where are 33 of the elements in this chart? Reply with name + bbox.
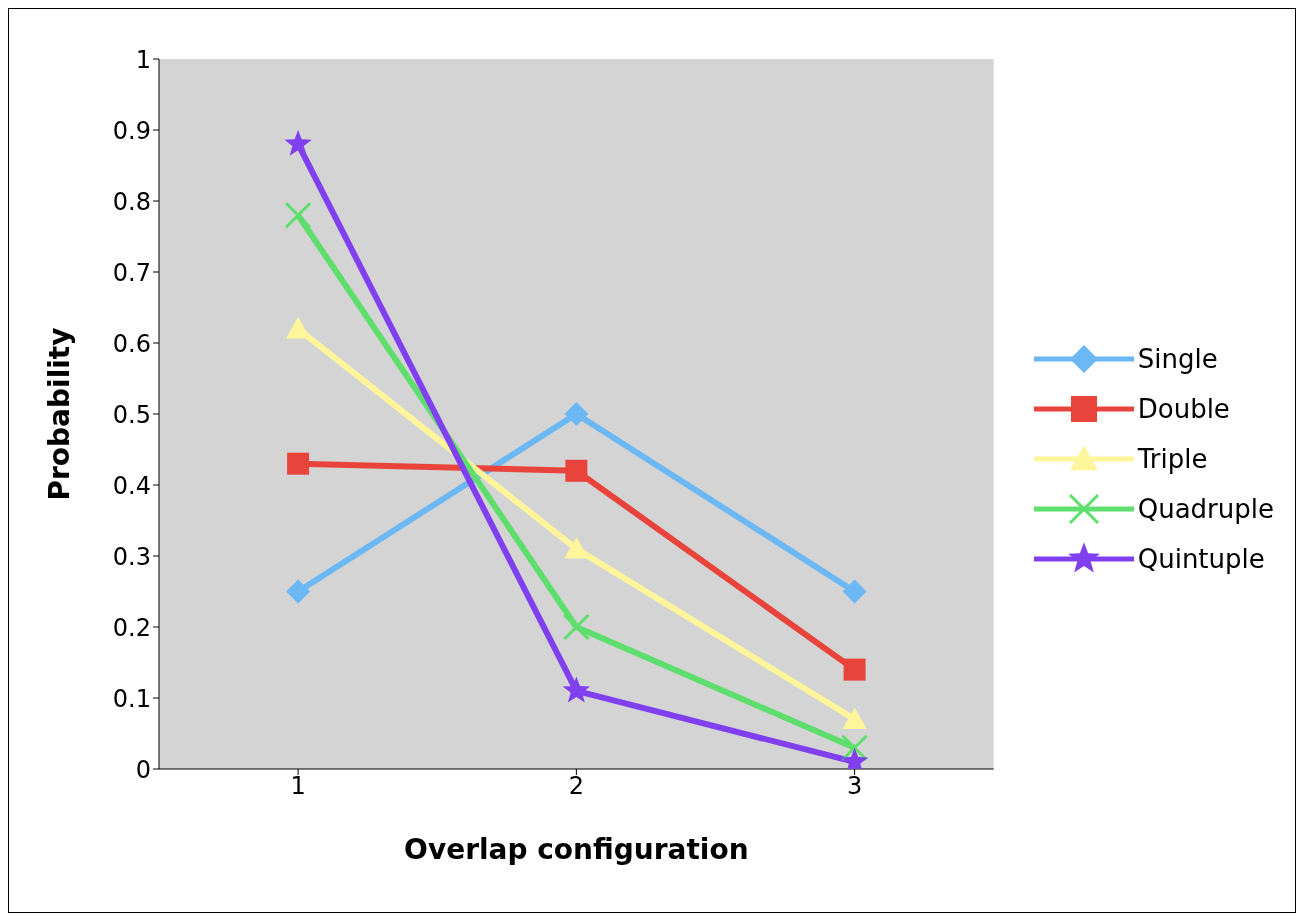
legend-label: Quadruple: [1137, 494, 1274, 524]
point: [284, 201, 312, 229]
legend-label: Triple: [1137, 444, 1208, 474]
point: [562, 613, 590, 641]
x-tick-label: 1: [290, 772, 306, 801]
legend-label: Double: [1137, 394, 1230, 424]
point: [565, 459, 588, 482]
y-tick-label: 1: [135, 45, 151, 74]
point: [287, 452, 310, 475]
y-tick-label: 0.3: [112, 542, 151, 571]
y-axis-title: Probability: [42, 327, 76, 501]
y-tick-label: 0.1: [112, 684, 151, 713]
point: [284, 129, 312, 156]
point: [564, 402, 589, 426]
x-tick-label: 3: [846, 772, 863, 801]
point: [564, 536, 589, 559]
point: [843, 658, 866, 681]
y-tick-label: 0.9: [112, 116, 151, 145]
y-tick-label: 0.2: [112, 613, 151, 642]
y-tick-label: 0.5: [112, 400, 151, 429]
y-tick-label: 0.4: [112, 471, 151, 500]
point: [842, 579, 867, 604]
y-tick-label: 0: [135, 755, 151, 784]
point: [842, 707, 867, 729]
x-axis-title: Overlap configuration: [404, 833, 749, 866]
y-tick-label: 0.8: [112, 187, 151, 216]
legend-label: Single: [1137, 344, 1218, 374]
y-tick-label: 0.7: [112, 258, 151, 287]
x-tick-label: 2: [568, 772, 584, 801]
point: [562, 676, 591, 703]
y-tick-label: 0.6: [112, 329, 151, 358]
legend-label: Quintuple: [1137, 544, 1265, 574]
point: [286, 579, 311, 604]
